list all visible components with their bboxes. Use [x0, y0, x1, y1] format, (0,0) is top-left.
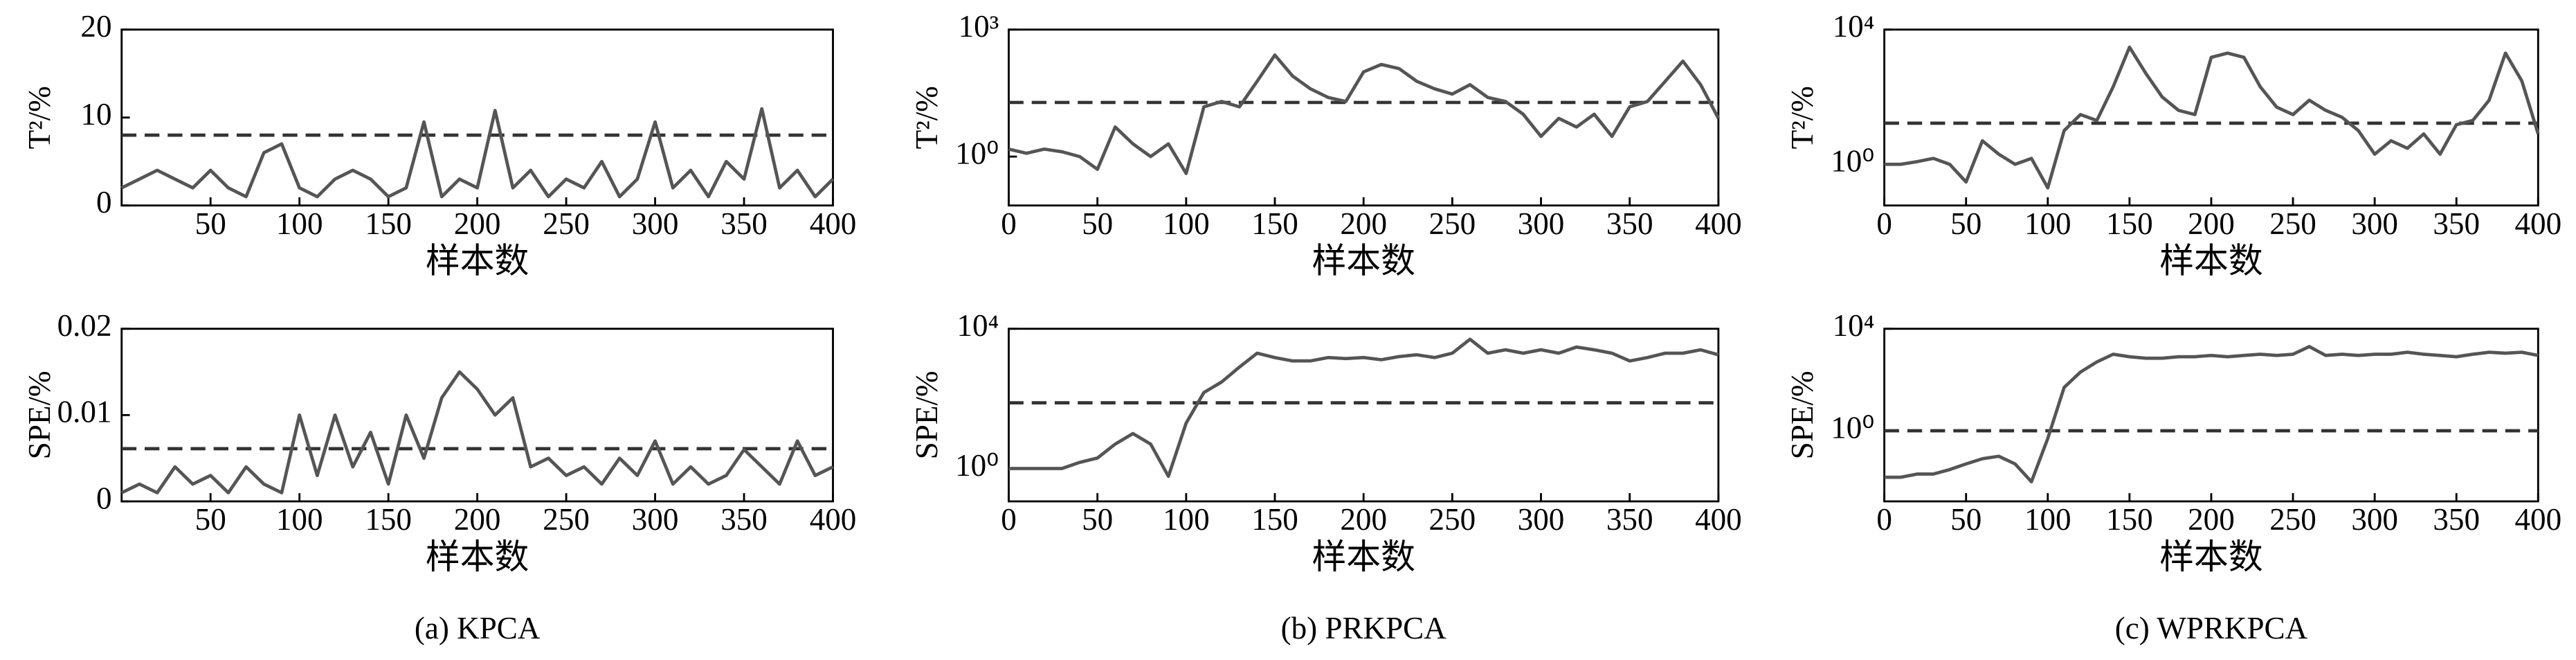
y-tick-label: 0: [96, 185, 112, 220]
x-tick-label: 150: [2106, 502, 2153, 537]
x-axis-label: 样本数: [426, 538, 529, 576]
data-line: [120, 370, 834, 494]
x-tick-label: 250: [1429, 502, 1476, 537]
y-tick-label: 0.01: [57, 395, 112, 429]
plot-frame: [1883, 28, 2539, 207]
x-tick-label: 400: [810, 502, 857, 537]
x-tick-label: 350: [1606, 206, 1653, 241]
x-tick-label: 100: [1163, 502, 1210, 537]
x-tick-label: 50: [195, 206, 226, 241]
x-tick-label: 100: [1163, 206, 1210, 241]
x-tick-label: 300: [2351, 206, 2398, 241]
x-tick-label: 200: [454, 502, 501, 537]
y-tick-label: 10⁴: [1833, 308, 1875, 343]
x-tick-label: 400: [810, 206, 857, 241]
data-line: [1008, 53, 1720, 175]
y-tick-label: 0.02: [57, 308, 112, 343]
x-axis-label: 样本数: [1312, 242, 1415, 280]
x-tick-label: 100: [276, 502, 323, 537]
y-axis-label: SPE/%: [1785, 371, 1820, 459]
x-tick-label: 100: [276, 206, 323, 241]
y-axis-label: T²/%: [22, 86, 57, 149]
x-tick-label: 100: [2024, 206, 2071, 241]
x-tick-label: 200: [2188, 206, 2235, 241]
x-tick-label: 300: [632, 502, 679, 537]
x-axis-label: 样本数: [2159, 538, 2262, 576]
x-tick-label: 300: [1518, 502, 1565, 537]
y-tick-label: 10⁰: [955, 448, 999, 483]
caption: (b) PRKPCA: [1281, 611, 1447, 645]
x-tick-label: 150: [2106, 206, 2153, 241]
x-tick-label: 150: [365, 502, 412, 537]
y-axis-label: T²/%: [1785, 86, 1820, 149]
x-tick-label: 350: [1606, 502, 1653, 537]
x-tick-label: 0: [1001, 502, 1017, 537]
x-tick-label: 50: [1082, 502, 1113, 537]
x-tick-label: 150: [1251, 206, 1298, 241]
x-tick-label: 300: [2351, 502, 2398, 537]
y-tick-label: 10⁰: [1831, 410, 1874, 445]
x-tick-label: 300: [632, 206, 679, 241]
y-axis-label: SPE/%: [909, 371, 944, 459]
data-line: [1884, 345, 2539, 483]
y-axis-label: T²/%: [909, 86, 944, 149]
y-tick-label: 20: [80, 9, 111, 44]
x-tick-label: 350: [720, 502, 768, 537]
x-tick-label: 200: [454, 206, 501, 241]
x-tick-label: 100: [2024, 502, 2071, 537]
x-axis-label: 样本数: [426, 242, 529, 280]
y-tick-label: 10⁰: [955, 136, 999, 170]
caption: (a) KPCA: [415, 611, 541, 645]
plot-frame: [1008, 28, 1720, 207]
x-axis-label: 样本数: [2159, 242, 2262, 280]
x-tick-label: 400: [1695, 502, 1742, 537]
x-tick-label: 250: [543, 502, 590, 537]
y-tick-label: 10³: [959, 9, 999, 44]
y-axis-label: SPE/%: [22, 371, 57, 459]
x-tick-label: 200: [2188, 502, 2235, 537]
plot-frame: [120, 28, 834, 207]
x-tick-label: 50: [1950, 502, 1981, 537]
x-tick-label: 400: [1695, 206, 1742, 241]
caption: (c) WPRKPCA: [2115, 611, 2308, 645]
x-tick-label: 0: [1876, 502, 1892, 537]
x-tick-label: 0: [1001, 206, 1017, 241]
y-tick-label: 10⁰: [1831, 144, 1874, 179]
x-tick-label: 250: [2269, 206, 2316, 241]
x-axis-label: 样本数: [1312, 538, 1415, 576]
y-tick-label: 10: [80, 97, 111, 132]
x-tick-label: 50: [1082, 206, 1113, 241]
x-tick-label: 150: [365, 206, 412, 241]
x-tick-label: 250: [1429, 206, 1476, 241]
x-tick-label: 400: [2514, 502, 2561, 537]
y-tick-label: 10⁴: [956, 308, 999, 343]
x-tick-label: 350: [2433, 206, 2480, 241]
x-tick-label: 0: [1876, 206, 1892, 241]
data-line: [1884, 45, 2540, 190]
data-line: [120, 107, 835, 199]
x-tick-label: 350: [720, 206, 768, 241]
x-tick-label: 400: [2514, 206, 2561, 241]
x-tick-label: 50: [1950, 206, 1981, 241]
y-tick-label: 0: [96, 481, 112, 515]
x-tick-label: 50: [195, 502, 226, 537]
x-tick-label: 350: [2433, 502, 2480, 537]
x-tick-label: 200: [1340, 502, 1387, 537]
x-tick-label: 250: [2269, 502, 2316, 537]
data-line: [1008, 337, 1719, 479]
x-tick-label: 200: [1340, 206, 1387, 241]
x-tick-label: 300: [1518, 206, 1565, 241]
x-tick-label: 150: [1251, 502, 1298, 537]
x-tick-label: 250: [543, 206, 590, 241]
y-tick-label: 10⁴: [1833, 9, 1875, 44]
